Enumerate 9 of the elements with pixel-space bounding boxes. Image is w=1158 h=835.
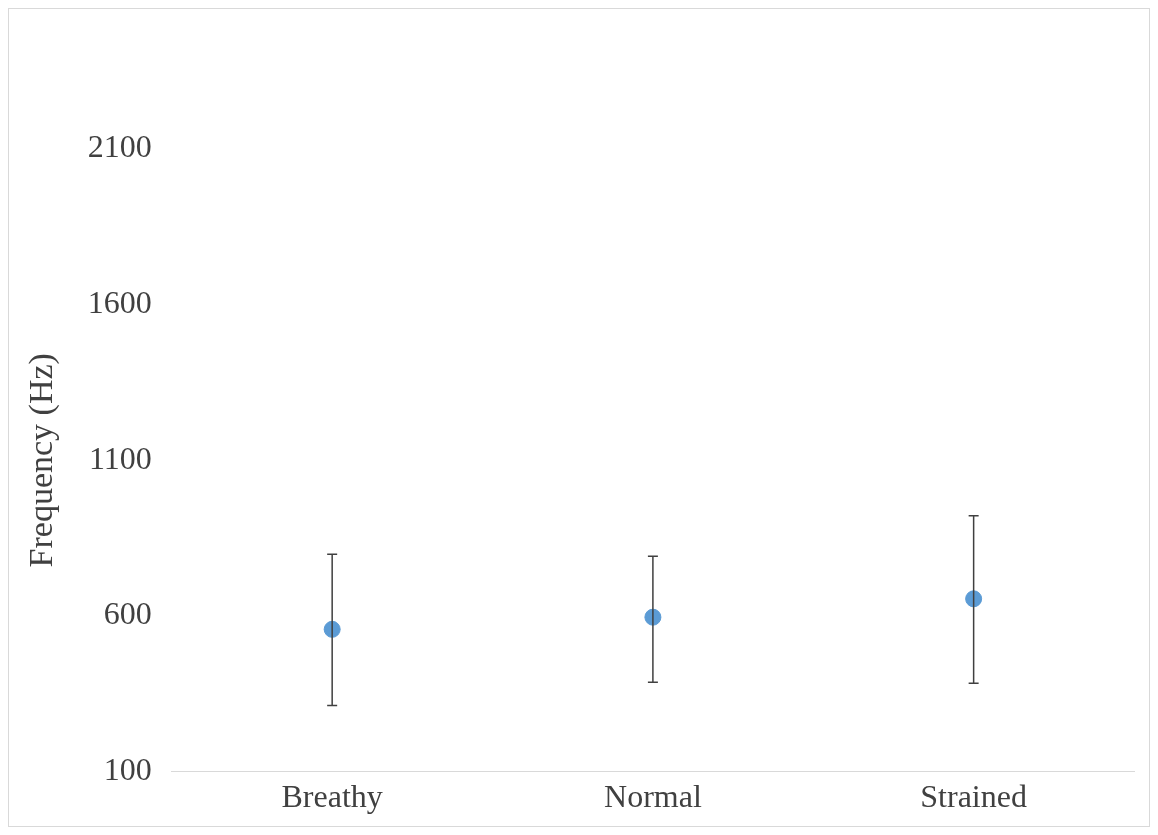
y-tick-label: 1600: [87, 284, 152, 321]
y-tick-label: 600: [103, 595, 152, 632]
y-axis-title: Frequency (Hz): [22, 353, 61, 568]
y-tick-label: 2100: [87, 128, 152, 165]
y-tick-label: 1100: [88, 439, 152, 476]
y-tick-label: 100: [103, 751, 152, 788]
x-tick-label: Breathy: [281, 778, 383, 815]
x-tick-label: Strained: [920, 778, 1027, 815]
x-tick-label: Normal: [604, 778, 702, 815]
